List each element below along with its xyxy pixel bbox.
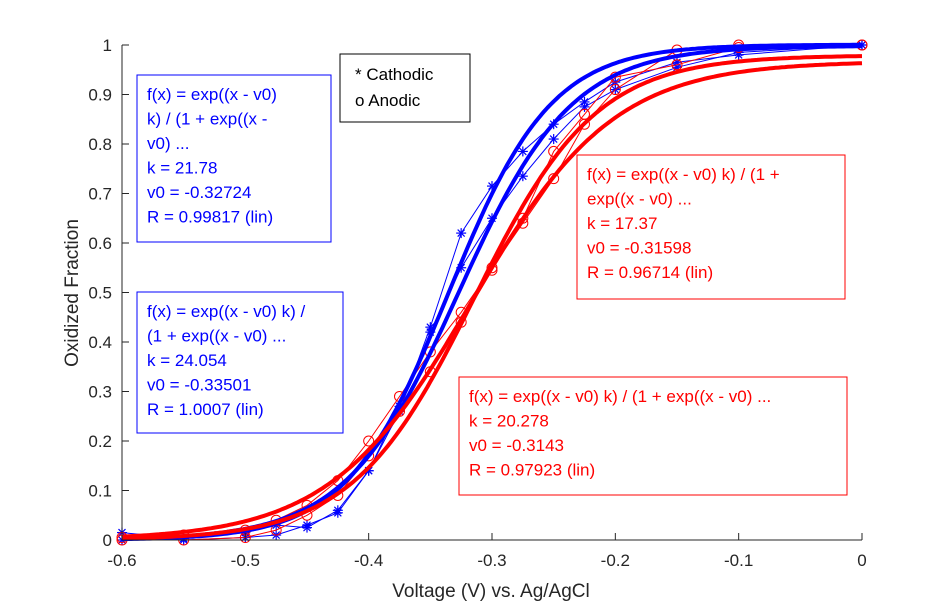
annotation-line: R = 0.97923 (lin) (469, 461, 595, 480)
annotation-line: k) / (1 + exp((x - (147, 110, 267, 129)
data-point (579, 108, 590, 120)
ticks: -0.6 -0.5 -0.4 -0.3 -0.2 -0.1 0 0 0.1 0.2 0.3 0.4 0.… (88, 36, 866, 570)
y-tick-label: 0.4 (88, 333, 112, 352)
y-axis-label: Oxidized Fraction (62, 219, 83, 367)
fit-annotation-1: f(x) = exp((x - v0) k) / (1 + exp((x - v0)… (136, 74, 332, 243)
annotation-line: v0 = -0.33501 (147, 376, 251, 395)
y-tick-label: 1 (103, 36, 112, 55)
data-point (456, 228, 467, 239)
x-tick-label: -0.1 (724, 551, 753, 570)
annotation-frame (136, 74, 332, 243)
legend-anodic: o Anodic (355, 91, 421, 110)
annotation-line: R = 1.0007 (lin) (147, 400, 264, 419)
x-tick-label: 0 (857, 551, 866, 570)
data-point (517, 171, 528, 182)
y-tick-label: 0.9 (88, 86, 112, 105)
data-point (517, 146, 528, 157)
data-point (671, 59, 683, 71)
annotation-line: R = 0.96714 (lin) (587, 263, 713, 282)
data-point (579, 101, 590, 112)
annotation-line: k = 24.054 (147, 351, 227, 370)
legend-cathodic: * Cathodic (355, 65, 434, 84)
annotation-line: k = 20.278 (469, 412, 549, 431)
x-tick-label: -0.6 (107, 551, 136, 570)
annotation-line: exp((x - v0) ... (587, 190, 692, 209)
annotation-line: f(x) = exp((x - v0) k) / (147, 302, 305, 321)
data-point (302, 520, 312, 531)
annotation-line: v0) ... (147, 134, 190, 153)
annotation-frame (458, 376, 848, 496)
fit-annotation-4: f(x) = exp((x - v0) k) / (1 + exp((x - v… (458, 376, 848, 496)
x-tick-label: -0.2 (601, 551, 630, 570)
data-point (363, 435, 375, 447)
annotation-line: v0 = -0.32724 (147, 183, 251, 202)
annotation-line: k = 17.37 (587, 214, 657, 233)
fit-curve-3 (121, 61, 863, 539)
legend-box: * Cathodic o Anodic (339, 53, 471, 123)
annotation-line: v0 = -0.31598 (587, 239, 691, 258)
annotation-line: v0 = -0.3143 (469, 436, 564, 455)
data-point (609, 84, 621, 96)
annotation-frame (136, 291, 344, 434)
plot-curves (116, 39, 868, 546)
fit-annotation-2: f(x) = exp((x - v0) k) / (1 + exp((x - v0… (136, 291, 344, 434)
annotation-line: k = 21.78 (147, 159, 217, 178)
fit-curve-4 (122, 54, 862, 541)
x-axis-label: Voltage (V) vs. Ag/AgCl (392, 581, 590, 602)
x-tick-label: -0.4 (354, 551, 383, 570)
y-tick-label: 0.2 (88, 432, 112, 451)
x-tick-label: -0.3 (477, 551, 506, 570)
y-tick-label: 0 (103, 531, 112, 550)
annotation-line: f(x) = exp((x - v0) (147, 85, 277, 104)
y-tick-label: 0.1 (88, 482, 112, 501)
y-tick-label: 0.5 (88, 284, 112, 303)
annotation-frame (576, 154, 846, 300)
annotation-line: R = 0.99817 (lin) (147, 208, 273, 227)
annotation-line: f(x) = exp((x - v0) k) / (1 + (587, 165, 780, 184)
data-point (332, 507, 343, 518)
y-tick-label: 0.3 (88, 383, 112, 402)
annotation-line: (1 + exp((x - v0) ... (147, 327, 286, 346)
fit-annotation-3: f(x) = exp((x - v0) k) / (1 + exp((x - v0… (576, 154, 846, 300)
legend-frame (339, 53, 471, 123)
y-tick-label: 0.8 (88, 135, 112, 154)
y-tick-label: 0.6 (88, 234, 112, 253)
x-tick-label: -0.5 (231, 551, 260, 570)
data-point (548, 134, 559, 145)
fit-annotations: f(x) = exp((x - v0) k) / (1 + exp((x - v0)… (136, 74, 848, 496)
annotation-line: f(x) = exp((x - v0) k) / (1 + exp((x - v… (469, 387, 771, 406)
y-tick-label: 0.7 (88, 185, 112, 204)
